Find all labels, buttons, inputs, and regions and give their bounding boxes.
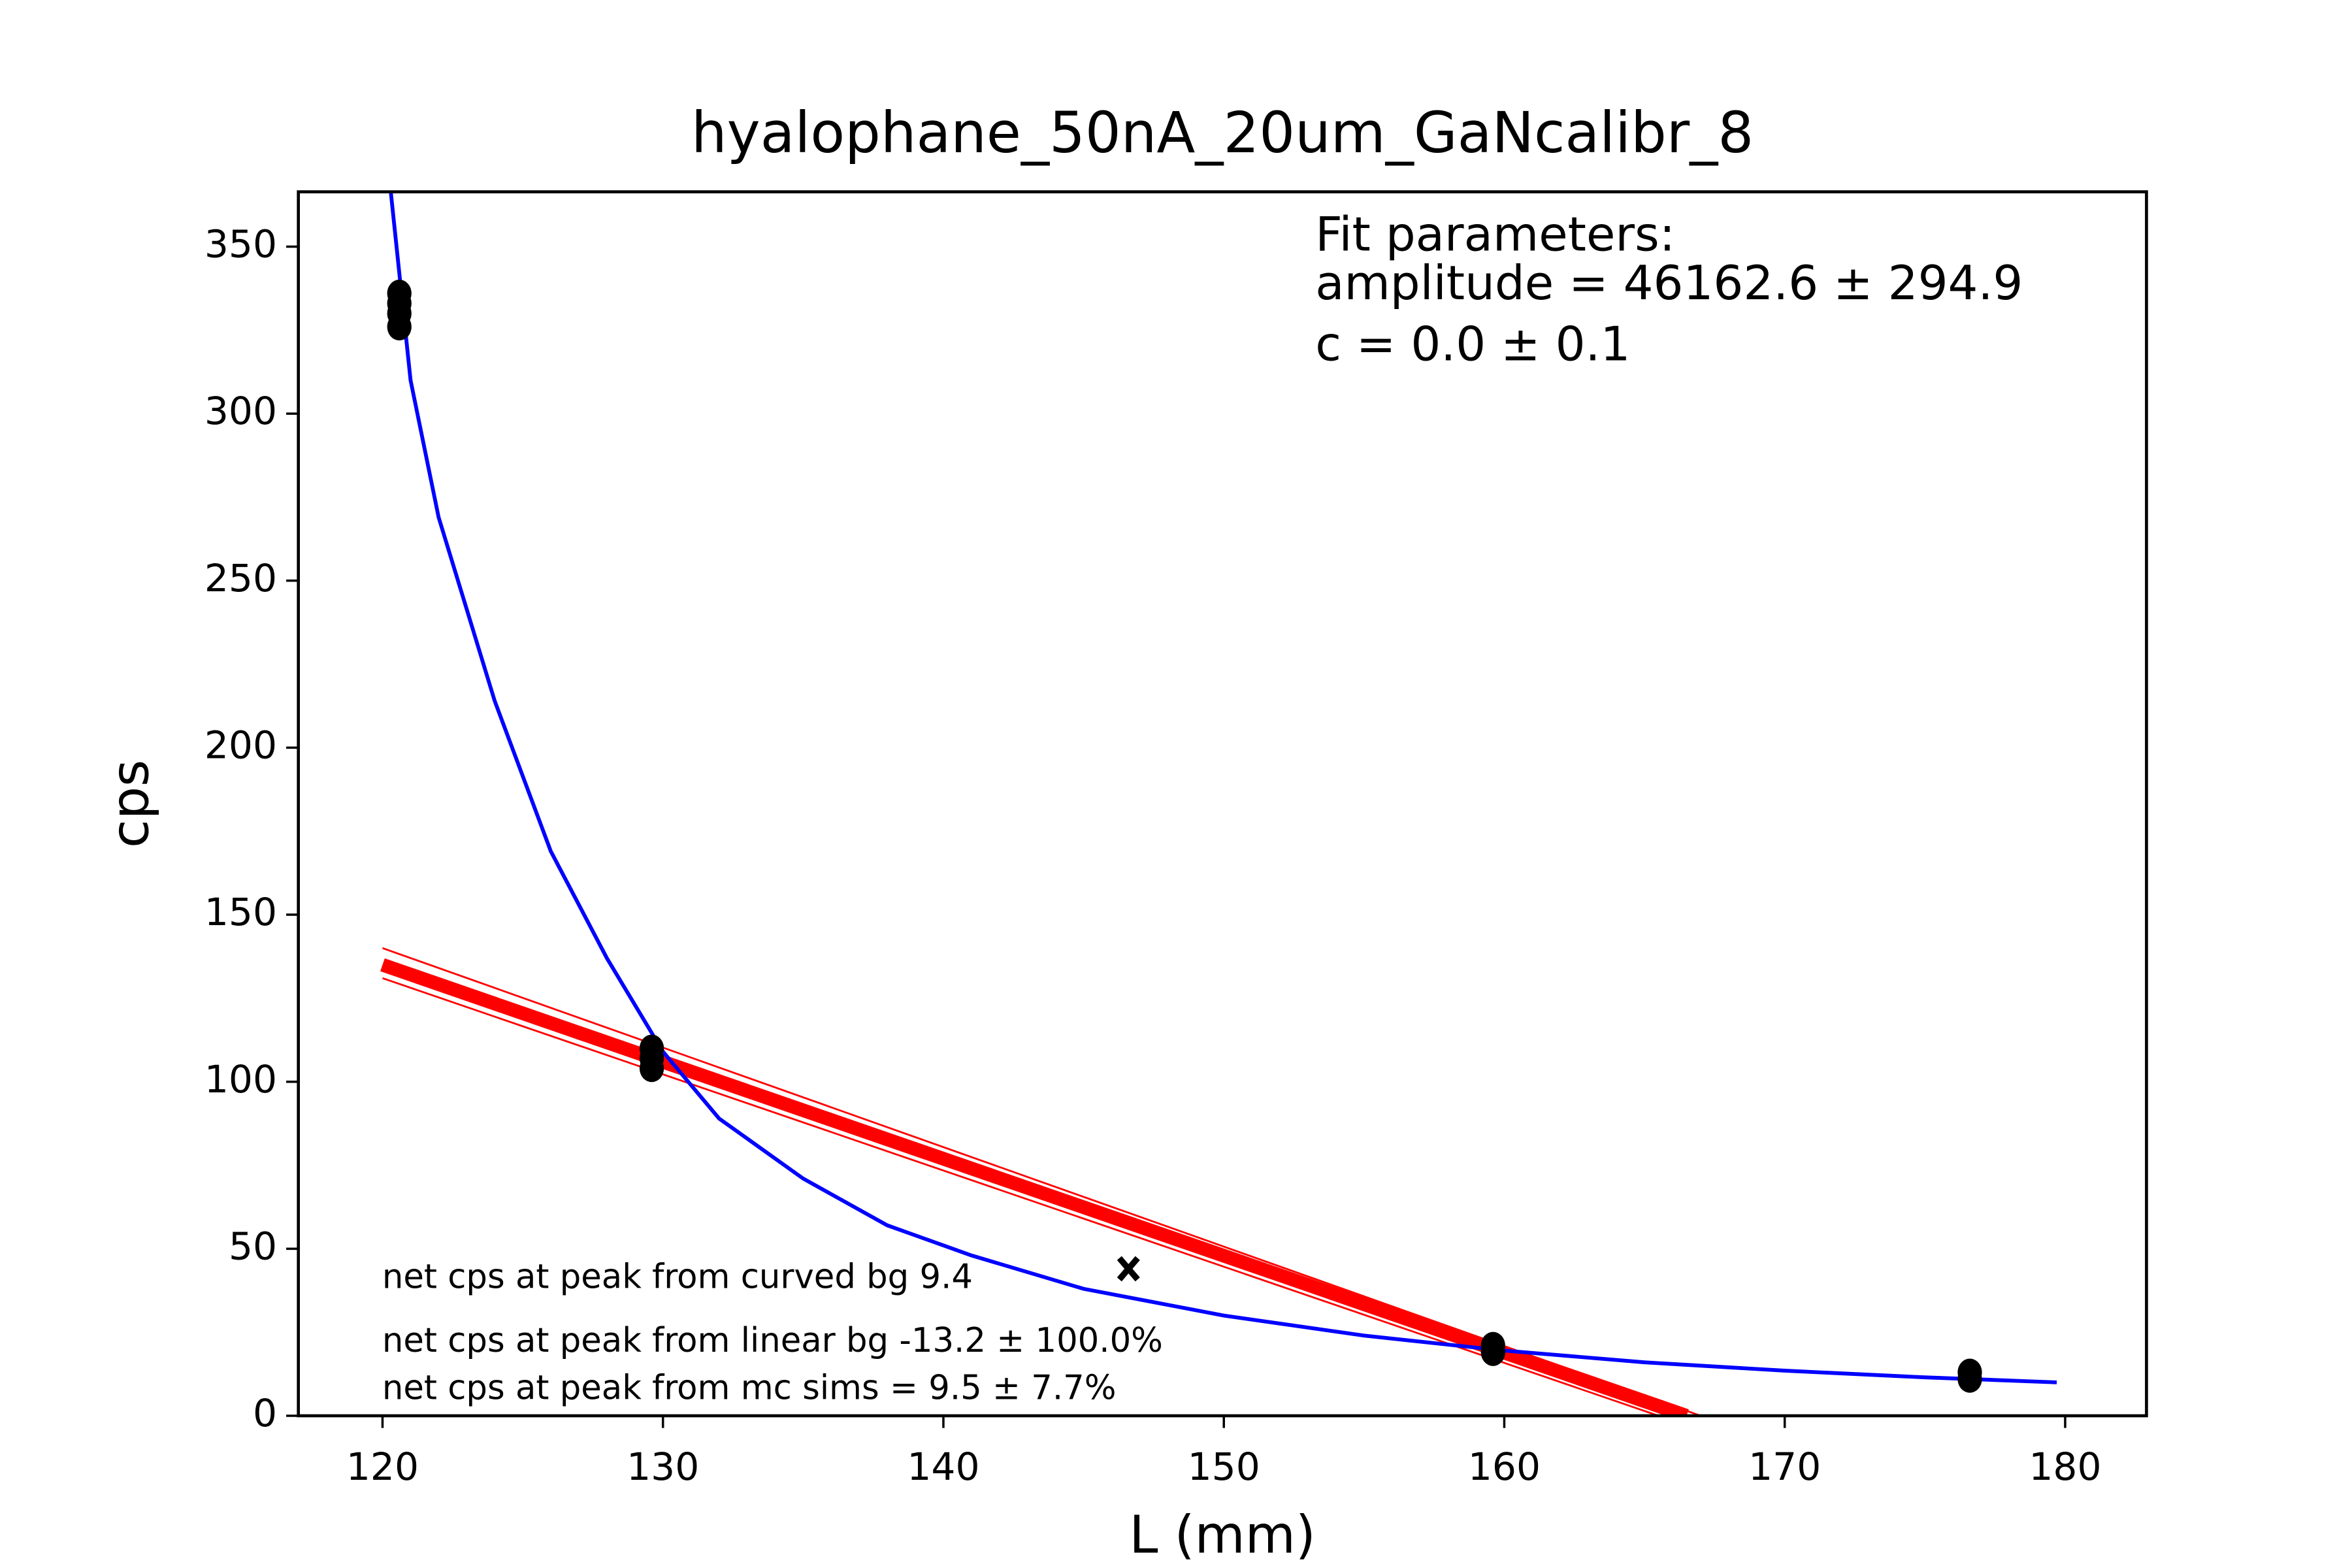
- x-tick-label: 180: [2029, 1445, 2101, 1489]
- plot-frame: [297, 190, 2148, 1418]
- x-tick-label: 120: [346, 1445, 419, 1489]
- annotation: net cps at peak from linear bg -13.2 ± 1…: [382, 1321, 1163, 1360]
- data-point: [1480, 1331, 1505, 1360]
- fit-line: [389, 193, 2057, 1384]
- fit-parameter: Fit parameters:: [1315, 208, 1675, 263]
- data-point-cross: [1117, 1256, 1140, 1282]
- x-tick-label: 140: [907, 1445, 979, 1489]
- x-axis-label: L (mm): [1129, 1505, 1315, 1565]
- x-tick-label: 150: [1188, 1445, 1260, 1489]
- plot-area: [380, 193, 2057, 1416]
- fit-parameter: c = 0.0 ± 0.1: [1315, 317, 1630, 372]
- fit-parameter: amplitude = 46162.6 ± 294.9: [1315, 256, 2023, 311]
- data-point: [639, 1034, 664, 1062]
- x-tick-label: 170: [1748, 1445, 1821, 1489]
- y-tick-label: 250: [204, 556, 277, 600]
- data-point: [387, 280, 412, 307]
- x-tick-label: 160: [1468, 1445, 1541, 1489]
- fit-line: [380, 958, 1689, 1416]
- y-axis-label: cps: [100, 760, 161, 848]
- annotation: net cps at peak from curved bg 9.4: [382, 1257, 973, 1296]
- y-tick-label: 300: [204, 389, 277, 433]
- axes: 120 130 140 150 160 170 180 0 50 100 150 200 250 300 3…: [204, 222, 2102, 1489]
- y-tick-label: 150: [204, 890, 277, 934]
- y-tick-label: 50: [229, 1224, 277, 1268]
- annotation: net cps at peak from mc sims = 9.5 ± 7.7…: [382, 1368, 1117, 1407]
- y-tick-label: 350: [204, 222, 277, 267]
- chart-title: hyalophane_50nA_20um_GaNcalibr_8: [691, 101, 1754, 166]
- y-tick-label: 0: [253, 1391, 277, 1435]
- y-tick-label: 100: [204, 1057, 277, 1102]
- data-point: [1957, 1358, 1982, 1386]
- x-tick-label: 130: [627, 1445, 699, 1489]
- y-tick-label: 200: [204, 723, 277, 768]
